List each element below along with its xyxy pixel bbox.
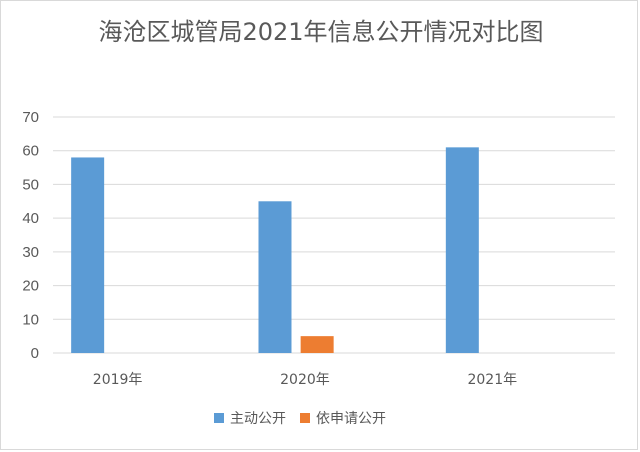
legend-swatch xyxy=(300,413,310,423)
y-tick-label: 40 xyxy=(22,210,39,227)
y-tick-label: 10 xyxy=(22,311,39,328)
legend: 主动公开 依申请公开 xyxy=(214,411,386,427)
y-tick-label: 0 xyxy=(31,345,39,362)
legend-label: 依申请公开 xyxy=(316,411,386,427)
legend-item-on-request: 依申请公开 xyxy=(300,411,386,427)
legend-label: 主动公开 xyxy=(230,411,286,427)
legend-swatch xyxy=(214,413,224,423)
bar-proactive-2 xyxy=(445,147,479,353)
legend-item-proactive: 主动公开 xyxy=(214,411,286,427)
y-tick-label: 20 xyxy=(22,278,39,295)
y-tick-label: 60 xyxy=(22,143,39,160)
y-axis-ticks: 0 10 20 30 40 50 60 70 xyxy=(22,109,39,362)
bar-on-request-1 xyxy=(300,336,334,353)
x-tick-label: 2019年 xyxy=(93,372,143,388)
gridlines xyxy=(53,116,615,354)
bars xyxy=(71,147,479,353)
y-tick-label: 50 xyxy=(22,176,39,193)
chart-title: 海沧区城管局2021年信息公开情况对比图 xyxy=(98,18,544,46)
y-tick-label: 30 xyxy=(22,244,39,261)
x-tick-label: 2020年 xyxy=(280,372,330,388)
x-tick-label: 2021年 xyxy=(467,372,517,388)
x-axis-ticks: 2019年 2020年 2021年 xyxy=(93,372,517,388)
bar-proactive-0 xyxy=(71,157,105,353)
y-tick-label: 70 xyxy=(22,109,39,126)
bar-proactive-1 xyxy=(258,201,292,353)
